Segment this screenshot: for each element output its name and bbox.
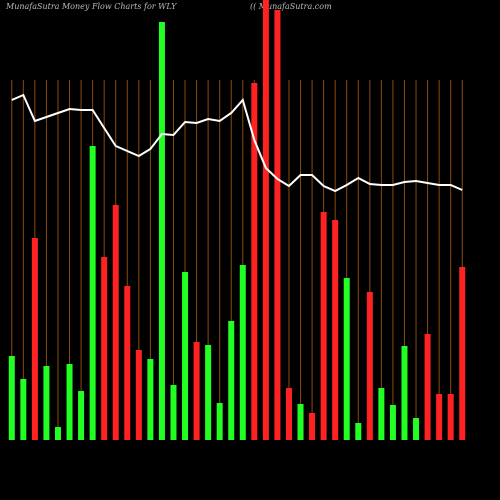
bar: [193, 342, 200, 440]
grid: [11, 80, 463, 440]
bar: [124, 286, 131, 440]
bar: [274, 10, 281, 440]
bar: [424, 334, 431, 440]
bar: [262, 0, 269, 440]
bar: [320, 212, 327, 440]
bar: [297, 404, 304, 440]
bar: [205, 345, 212, 440]
bar: [309, 413, 316, 440]
bar: [147, 359, 154, 440]
bar: [332, 220, 339, 440]
bar: [366, 292, 373, 440]
bar: [158, 22, 165, 440]
bar: [436, 394, 443, 440]
bars: [8, 0, 466, 440]
bar: [355, 423, 362, 440]
bar: [413, 418, 420, 440]
bar: [459, 267, 466, 440]
bar: [8, 356, 15, 440]
bar: [170, 385, 177, 440]
bar: [101, 257, 108, 440]
bar: [112, 205, 119, 440]
bar: [239, 265, 246, 440]
money-flow-line: [11, 93, 463, 193]
bar: [401, 346, 408, 440]
bar: [343, 278, 350, 440]
bar: [20, 379, 27, 440]
bar: [216, 403, 223, 440]
bar: [66, 364, 73, 440]
bar: [135, 350, 142, 440]
bar: [228, 321, 235, 440]
bar: [182, 272, 189, 440]
bar: [251, 83, 258, 440]
bar: [78, 391, 85, 440]
bar: [389, 405, 396, 440]
bar: [378, 388, 385, 440]
bar: [89, 146, 96, 440]
bar: [43, 366, 50, 440]
chart-subtitle: (( MunafaSutra.com: [250, 2, 332, 11]
chart-title: MunafaSutra Money Flow Charts for WLY: [5, 2, 177, 11]
lines: [11, 93, 463, 193]
bar: [447, 394, 454, 440]
bar: [285, 388, 292, 440]
bar: [31, 238, 38, 440]
bar: [54, 427, 61, 440]
